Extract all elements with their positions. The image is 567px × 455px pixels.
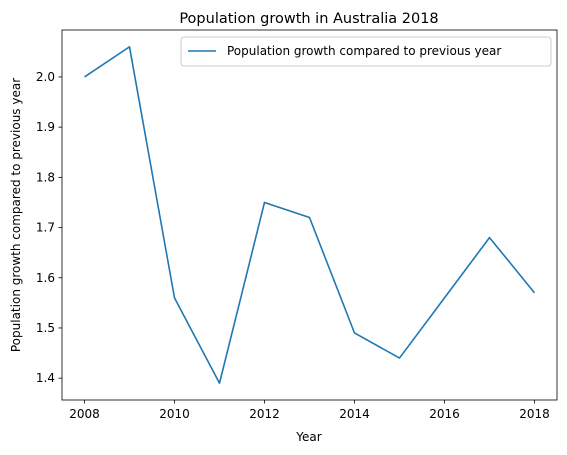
- x-axis-ticks: 2008 2010 2012 2014 2016 2018: [69, 400, 550, 421]
- y-tick-label: 2.0: [36, 70, 55, 84]
- x-axis-label: Year: [295, 430, 321, 444]
- y-tick-label: 1.7: [36, 221, 55, 235]
- x-tick-label: 2012: [249, 407, 280, 421]
- plot-area: [61, 29, 558, 401]
- series-line: [84, 46, 536, 384]
- y-axis-ticks: 1.4 1.5 1.6 1.7 1.8 1.9 2.0: [36, 70, 62, 385]
- chart-title: Population growth in Australia 2018: [179, 11, 438, 27]
- legend: Population growth compared to previous y…: [180, 36, 552, 67]
- x-tick-label: 2008: [69, 407, 100, 421]
- plot-frame: [61, 29, 558, 401]
- series-group: [84, 46, 536, 384]
- x-tick-label: 2016: [429, 407, 460, 421]
- y-axis-label: Population growth compared to previous y…: [9, 78, 23, 352]
- y-tick-label: 1.9: [36, 120, 55, 134]
- y-tick-label: 1.5: [36, 321, 55, 335]
- x-tick-label: 2010: [159, 407, 190, 421]
- y-tick-label: 1.4: [36, 371, 55, 385]
- y-tick-label: 1.6: [36, 271, 55, 285]
- y-tick-label: 1.8: [36, 170, 55, 184]
- legend-box: [180, 36, 552, 67]
- legend-label: Population growth compared to previous y…: [227, 44, 501, 58]
- x-tick-label: 2014: [339, 407, 370, 421]
- x-tick-label: 2018: [519, 407, 550, 421]
